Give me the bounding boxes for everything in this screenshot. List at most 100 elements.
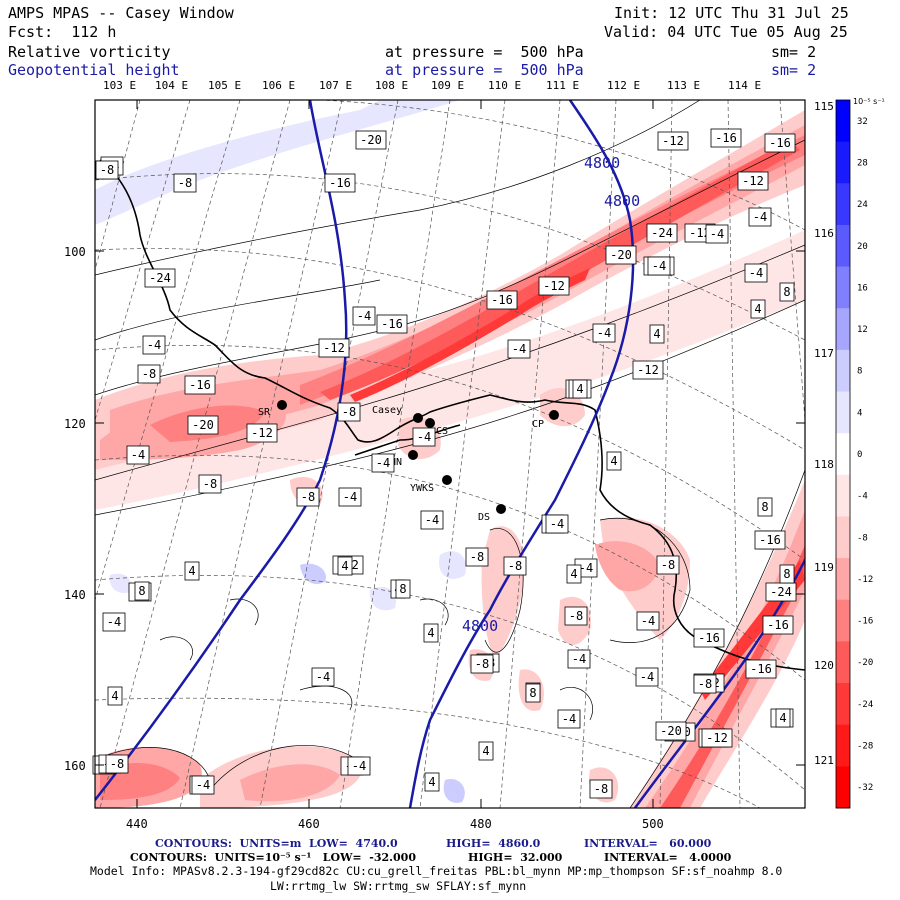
contour-label: -4 [705,224,729,244]
lon-label: 104 E [155,79,188,92]
svg-text:-8: -8 [661,558,675,572]
svg-text:-4: -4 [710,227,724,241]
contour-label: -4 [347,756,371,776]
svg-text:4: 4 [570,567,577,581]
colorbar-unit: 10⁻⁵ s⁻¹ [853,97,885,106]
svg-text:-8: -8 [342,405,356,419]
svg-text:-12: -12 [543,279,565,293]
colorbar-label: -20 [857,658,873,668]
svg-text:8: 8 [783,285,790,299]
svg-text:-12: -12 [689,226,711,240]
colorbar-swatch [836,349,850,393]
lon-label: 111 E [546,79,579,92]
contour-label: -4 [412,427,436,447]
contour-label: -12 [701,728,733,748]
colorbar-label: -12 [857,575,873,585]
contour-label: -4 [371,453,395,473]
contour-label: 8 [779,282,795,302]
contour-label: -16 [764,133,796,153]
colorbar-swatch [836,224,850,268]
svg-text:-20: -20 [360,133,382,147]
svg-text:-12: -12 [637,363,659,377]
contour-label: 4 [184,561,200,581]
contour-label: -20 [605,245,637,265]
colorbar-label: 32 [857,117,868,127]
y-tick-label: 100 [64,245,86,259]
colorbar-label: -32 [857,783,873,793]
x-tick-label: 500 [642,817,664,831]
contour-label: 4 [775,708,791,728]
colorbar-swatch [836,183,850,226]
contour-label: -4 [142,335,166,355]
svg-text:-4: -4 [550,517,564,531]
contour-label: -8 [470,654,494,674]
svg-text:-4: -4 [425,513,439,527]
contour-label: 8 [525,683,541,703]
svg-text:8: 8 [529,686,536,700]
x-tick-label: 460 [298,817,320,831]
svg-text:-8: -8 [594,782,608,796]
svg-text:4: 4 [576,382,583,396]
contour-label: -4 [636,611,660,631]
x-tick-label: 440 [126,817,148,831]
field2-smooth: sm= 2 [771,61,817,79]
height-label: 4800 [462,617,498,635]
contour-label: -20 [355,130,387,150]
svg-text:-4: -4 [417,430,431,444]
svg-text:8: 8 [761,500,768,514]
contour-label: -12 [632,360,664,380]
svg-text:-24: -24 [651,226,673,240]
contour-labels: -4 -16 -16 -12 -8 -16 -20 -12 -24 -4 -4 -4 -4 -8 -12 -1… [92,128,797,799]
svg-text:-8: -8 [508,559,522,573]
svg-text:-8: -8 [100,163,114,177]
contour-label: -12 [318,338,350,358]
y-tick-label: 140 [64,588,86,602]
field2-name: Geopotential height [8,61,180,79]
svg-text:-12: -12 [323,341,345,355]
lon-label: 113 E [667,79,700,92]
footer-height-contours: CONTOURS: UNITS=m LOW= 4740.0 [155,837,398,850]
coastline [99,159,805,671]
lon-label: 103 E [103,79,136,92]
svg-text:-16: -16 [698,631,720,645]
lon-label: 107 E [319,79,352,92]
svg-text:4: 4 [779,711,786,725]
contour-label: 4 [606,451,622,471]
contour-label: -16 [486,290,518,310]
svg-text:4: 4 [188,564,195,578]
colorbar-label: -28 [857,742,873,752]
contour-label: 8 [757,497,773,517]
contour-label: -16 [693,628,725,648]
contour-label: -16 [710,128,742,148]
svg-text:-24: -24 [149,271,171,285]
contour-label: -8 [503,556,527,576]
colorbar-swatch [836,599,850,642]
colorbar-swatch [836,683,850,726]
contour-label: -8 [105,754,129,774]
svg-text:-16: -16 [329,176,351,190]
svg-text:-4: -4 [131,448,145,462]
y-tick-label: 160 [64,759,86,773]
svg-text:4: 4 [341,559,348,573]
contour-label: -4 [557,709,581,729]
contour-label: 8 [395,579,411,599]
colorbar: 10⁻⁵ s⁻¹ 32 28 24 20 16 12 8 4 0 -4 -8 -12 -16 -20 -24… [835,97,885,809]
svg-text:-4: -4 [749,266,763,280]
station-ywks-marker [442,475,452,485]
colorbar-swatch [836,724,850,767]
svg-text:-12: -12 [251,426,273,440]
colorbar-swatch [836,266,850,309]
field2-level: at pressure = 500 hPa [385,61,584,79]
colorbar-label: 0 [857,450,862,460]
contour-label: -4 [352,306,376,326]
colorbar-swatch [836,516,850,559]
plot-frame [94,99,806,809]
contour-label: -8 [95,160,119,180]
colorbar-label: 16 [857,283,868,293]
station-label: SR [258,407,271,418]
station-label: YWKS [410,483,434,494]
contour-label: 4 [572,379,588,399]
station-casey-marker [413,413,423,423]
station-label: CS [436,426,448,437]
